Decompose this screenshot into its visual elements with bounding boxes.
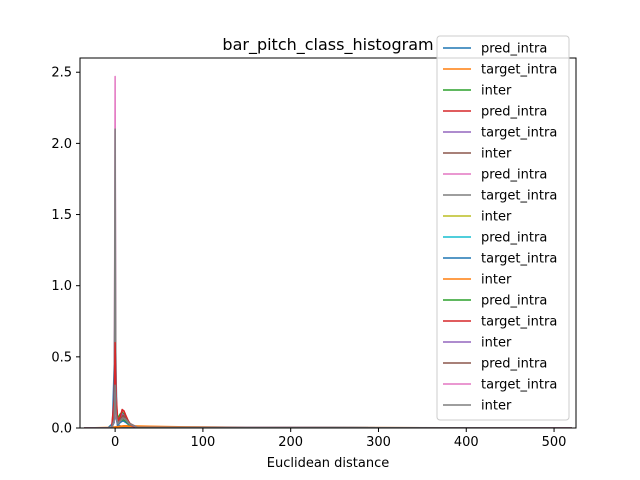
chart-title: bar_pitch_class_histogram	[222, 35, 433, 55]
legend-entry-label: pred_intra	[481, 357, 547, 372]
legend-entry-label: pred_intra	[481, 105, 547, 120]
legend-entry-label: inter	[481, 147, 512, 162]
legend-entry-label: target_intra	[481, 63, 557, 78]
legend-entry-label: pred_intra	[481, 294, 547, 309]
x-tick-label: 500	[542, 435, 567, 450]
legend-entry-label: inter	[481, 273, 512, 288]
legend-entry-label: inter	[481, 399, 512, 414]
y-tick-label: 0.0	[51, 422, 72, 437]
x-tick-label: 400	[454, 435, 479, 450]
legend-entry-label: inter	[481, 336, 512, 351]
legend-entry-label: pred_intra	[481, 42, 547, 57]
x-tick-label: 200	[278, 435, 303, 450]
legend-entry-label: target_intra	[481, 126, 557, 141]
legend-entry-label: target_intra	[481, 315, 557, 330]
axes-frame	[79, 57, 577, 429]
legend-entry-label: pred_intra	[481, 168, 547, 183]
y-tick-label: 1.0	[51, 279, 72, 294]
series-line-17	[84, 384, 572, 428]
y-tick-label: 2.5	[51, 66, 72, 81]
legend-entry-label: target_intra	[481, 378, 557, 393]
legend-entry-label: target_intra	[481, 189, 557, 204]
legend-entry-label: inter	[481, 84, 512, 99]
x-tick-label: 0	[111, 435, 119, 450]
y-tick-label: 0.5	[51, 350, 72, 365]
legend-entry-label: inter	[481, 210, 512, 225]
y-tick-label: 2.0	[51, 137, 72, 152]
x-tick-label: 300	[366, 435, 391, 450]
legend: pred_intratarget_intrainterpred_intratar…	[436, 35, 570, 421]
plot-area	[84, 75, 572, 428]
legend-entry-label: target_intra	[481, 252, 557, 267]
legend-entry-label: pred_intra	[481, 231, 547, 246]
x-tick-label: 100	[190, 435, 215, 450]
x-axis-label: Euclidean distance	[267, 456, 390, 471]
axes: 0 100 200 300 400 500 0.0 0.5 1.0 1.5 2.0 2.5	[51, 57, 577, 450]
y-tick-label: 1.5	[51, 208, 72, 223]
